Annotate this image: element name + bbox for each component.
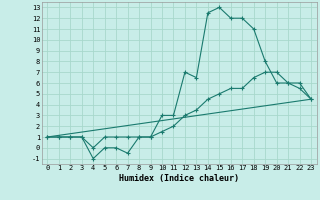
- X-axis label: Humidex (Indice chaleur): Humidex (Indice chaleur): [119, 174, 239, 183]
